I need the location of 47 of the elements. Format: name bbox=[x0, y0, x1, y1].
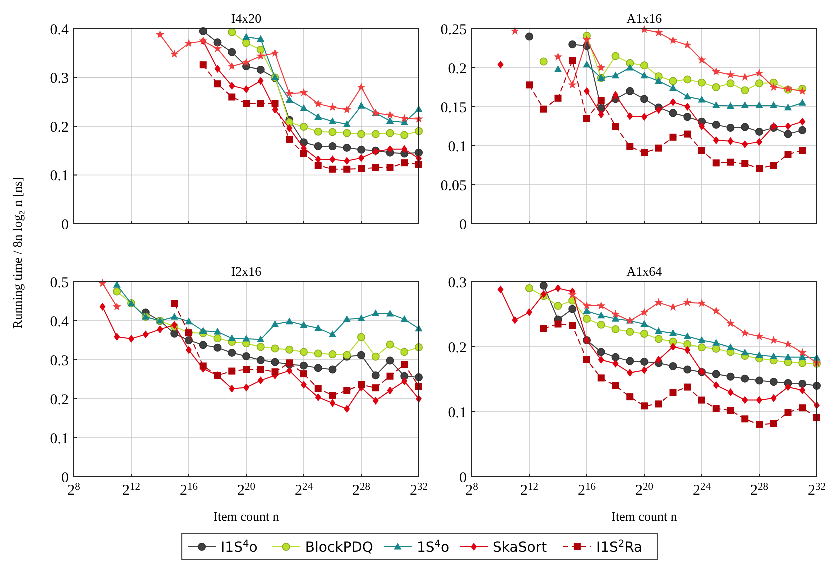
y-tick-label: 0 bbox=[460, 470, 467, 486]
y-axis-title: Running time / 8n log₂ n [ns] bbox=[10, 177, 25, 329]
x-axis-title: Item count n bbox=[214, 509, 280, 524]
x-tick-label: 2$^{8}$ bbox=[466, 482, 478, 499]
y-tick-label: 0.2 bbox=[448, 61, 467, 78]
x-tick-label: 2$^{8}$ bbox=[68, 482, 80, 499]
y-tick-label: 0.2 bbox=[50, 120, 69, 136]
y-tick-label: 0 bbox=[460, 217, 467, 234]
y-tick-label: 0.1 bbox=[448, 139, 467, 156]
y-tick-label: 0.4 bbox=[50, 314, 70, 330]
x-tick-label: 2$^{16}$ bbox=[578, 482, 596, 499]
x-tick-label: 2$^{16}$ bbox=[180, 482, 198, 499]
chart-title: I4x20 bbox=[231, 11, 262, 26]
y-tick-label: 0.1 bbox=[50, 431, 69, 448]
chart-title: A1x64 bbox=[626, 264, 663, 279]
x-tick-label: 2$^{32}$ bbox=[410, 482, 428, 499]
y-tick-label: 0.1 bbox=[448, 405, 467, 422]
x-tick-label: 2$^{28}$ bbox=[352, 482, 370, 499]
chart-title: A1x16 bbox=[626, 11, 663, 26]
y-tick-label: 0.3 bbox=[448, 275, 467, 292]
y-tick-label: 0.2 bbox=[50, 392, 69, 408]
y-tick-label: 0.2 bbox=[448, 340, 467, 356]
y-tick-label: 0.05 bbox=[440, 178, 467, 194]
chart-title: I2x16 bbox=[231, 264, 262, 279]
y-tick-label: 0.15 bbox=[440, 100, 467, 116]
x-tick-label: 2$^{32}$ bbox=[808, 482, 826, 499]
y-tick-label: 0.3 bbox=[50, 71, 69, 87]
x-tick-label: 2$^{28}$ bbox=[750, 482, 768, 499]
legend-label: I1S$^{2}$Ra bbox=[596, 538, 643, 556]
y-tick-label: 0.5 bbox=[50, 275, 69, 292]
x-tick-label: 2$^{24}$ bbox=[693, 482, 712, 499]
x-tick-label: 2$^{20}$ bbox=[238, 482, 256, 499]
y-tick-label: 0.3 bbox=[50, 353, 69, 370]
y-tick-label: 0.1 bbox=[50, 168, 69, 184]
x-tick-label: 2$^{20}$ bbox=[636, 482, 654, 499]
legend-label: 1S$^{4}$o bbox=[416, 538, 450, 556]
y-tick-label: 0.25 bbox=[440, 22, 467, 38]
legend-label: BlockPDQ bbox=[305, 540, 374, 556]
x-tick-label: 2$^{12}$ bbox=[122, 482, 140, 499]
x-axis-title: Item count n bbox=[612, 509, 678, 524]
y-tick-label: 0.4 bbox=[50, 22, 70, 38]
x-tick-label: 2$^{24}$ bbox=[295, 482, 314, 499]
y-tick-label: 0 bbox=[62, 217, 69, 234]
y-tick-label: 0 bbox=[62, 470, 69, 486]
legend-label: SkaSort bbox=[493, 540, 548, 556]
legend-label: I1S$^{4}$o bbox=[221, 538, 258, 556]
x-tick-label: 2$^{12}$ bbox=[520, 482, 538, 499]
